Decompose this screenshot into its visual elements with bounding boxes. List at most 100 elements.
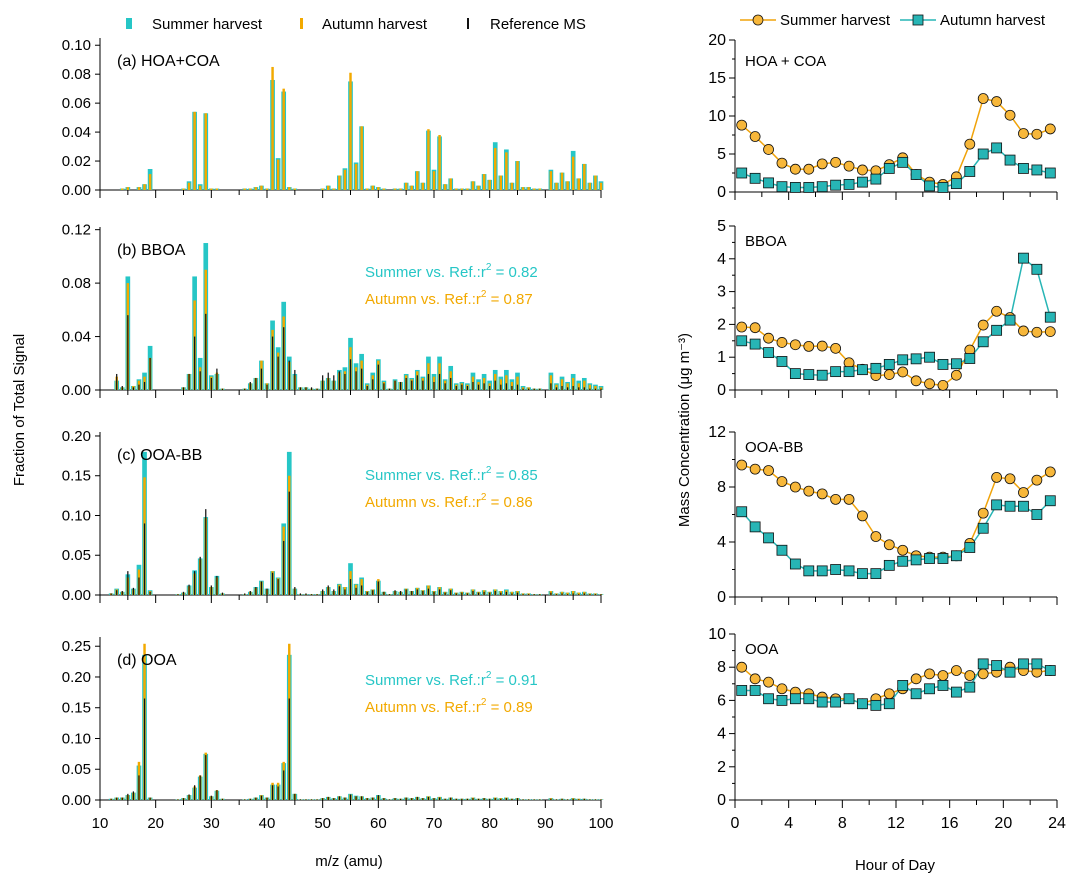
bar-autumn [338,175,341,190]
point-autumn [736,335,748,347]
point-summer [897,366,909,378]
y-tick-label: 2 [717,759,726,776]
point-autumn [763,177,774,189]
point-summer [991,471,1003,483]
bar-autumn [182,188,185,190]
bar-autumn [577,178,580,190]
point-summer [991,96,1003,107]
right-x-axis-label: Hour of Day [855,857,936,874]
point-autumn [910,353,922,365]
y-tick-label: 0.00 [62,587,91,604]
point-summer [964,138,976,150]
bar-autumn [343,169,347,190]
bar-reference [221,388,224,390]
bar-autumn [549,375,553,390]
line-autumn [741,256,1052,376]
bar-reference [322,375,324,390]
bar-reference [450,377,452,390]
bar-reference [505,591,507,595]
point-autumn [843,565,855,577]
point-autumn [937,182,949,193]
bar-reference [594,594,597,595]
bar-reference [283,540,285,595]
bar-reference [539,388,541,390]
bar-reference [377,364,379,390]
bar-reference [528,799,530,800]
bar-reference [589,388,591,390]
point-autumn [897,156,909,168]
x-tick-label: 40 [259,815,276,832]
bar-reference [572,798,574,800]
bar-autumn [354,163,358,190]
y-tick-label: 0.15 [62,468,91,485]
point-autumn [950,178,962,190]
r2-annotation: Autumn vs. Ref.:r2 = 0.89 [365,697,533,716]
bar-autumn [538,188,541,190]
point-autumn [816,181,828,193]
bar-reference [550,383,552,390]
bar-reference [461,384,463,390]
y-tick-label: 4 [717,251,726,268]
bar-autumn [393,188,397,190]
bar-reference [500,592,502,595]
point-autumn [937,359,949,370]
bar-reference [349,794,352,800]
bar-reference [522,799,524,800]
bar-reference [383,383,385,390]
bar-reference [333,375,335,390]
point-summer [910,375,922,387]
bar-reference [528,594,530,595]
bar-reference [344,373,346,390]
bar-reference [411,798,413,800]
bar-autumn [516,161,519,190]
point-summer [1031,326,1043,338]
y-tick-label: 0.20 [62,669,91,686]
point-summer [977,507,989,519]
bar-autumn [499,175,503,190]
point-autumn [977,148,989,160]
bar-reference [472,591,474,595]
y-tick-label: 0.04 [62,124,91,141]
bar-reference [127,571,129,595]
point-summer [736,321,748,333]
point-autumn [776,356,788,367]
point-autumn [1044,495,1056,507]
point-summer [816,158,828,170]
y-tick-label: 12 [708,424,726,441]
point-summer [843,493,855,505]
point-autumn [763,693,774,705]
bar-reference [594,799,597,800]
bar-reference [511,593,513,595]
bar-reference [294,587,296,595]
point-autumn [857,698,868,710]
point-summer [763,144,774,155]
point-summer [749,673,761,685]
panel-title: OOA-BB [745,439,803,456]
point-autumn [736,167,748,179]
bar-reference [555,594,558,595]
point-summer [870,531,882,542]
bar-autumn [449,178,452,190]
point-summer [1044,466,1056,478]
bar-autumn [488,179,491,190]
bar-autumn [427,129,430,190]
point-summer [1018,325,1029,337]
bar-reference [199,371,201,390]
point-summer [843,160,855,172]
bar-reference [583,387,585,390]
y-tick-label: 0.10 [62,37,91,54]
bar-reference [550,798,552,800]
diurnal-panel-c: 0 4 8 12 OOA-BB [708,424,1058,606]
point-autumn [776,181,788,193]
bar-reference [516,384,519,390]
point-autumn [964,681,976,693]
legend-marker-autumn [912,14,924,26]
y-tick-label: 0.05 [62,761,91,778]
point-autumn [991,324,1003,336]
bar-autumn [271,66,274,190]
bar-autumn [571,377,575,390]
point-summer [816,488,828,500]
bar-reference [399,591,402,595]
point-autumn [1031,658,1043,670]
point-autumn [1044,665,1056,676]
